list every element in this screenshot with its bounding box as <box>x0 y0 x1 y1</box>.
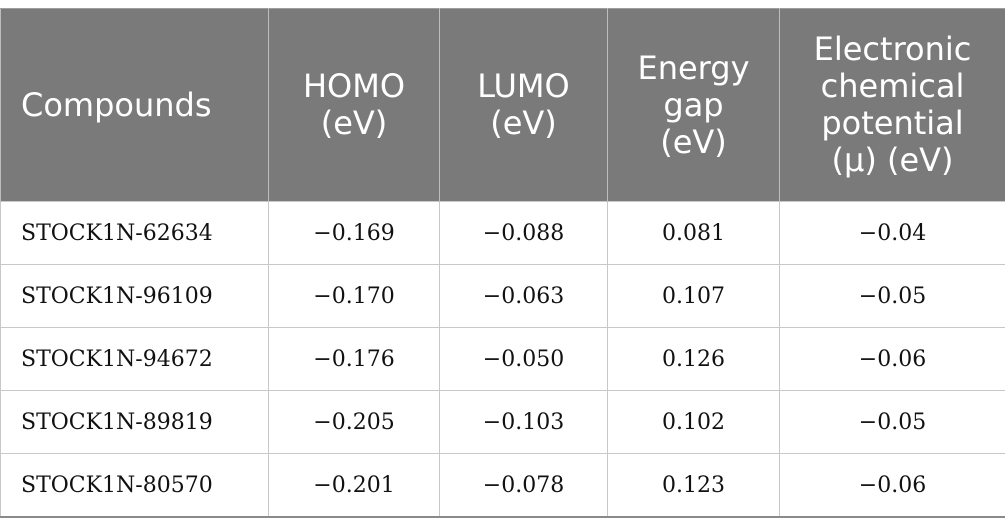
table-row: STOCK1N-89819 −0.205 −0.103 0.102 −0.05 <box>0 390 1005 454</box>
cell-chemical-potential: −0.06 <box>779 327 1005 391</box>
table-row: STOCK1N-94672 −0.176 −0.050 0.126 −0.06 <box>0 327 1005 391</box>
cell-lumo: −0.103 <box>439 390 608 454</box>
header-compounds: Compounds <box>0 8 269 202</box>
table-header: Compounds HOMO (eV) LUMO (eV) Energy gap… <box>0 8 1005 202</box>
header-energy-gap: Energy gap (eV) <box>607 8 780 202</box>
cell-energy-gap: 0.102 <box>607 390 780 454</box>
cell-homo: −0.169 <box>268 201 440 265</box>
cell-chemical-potential: −0.05 <box>779 264 1005 328</box>
cell-compound: STOCK1N-96109 <box>0 264 269 328</box>
cell-homo: −0.176 <box>268 327 440 391</box>
cell-lumo: −0.063 <box>439 264 608 328</box>
cell-homo: −0.205 <box>268 390 440 454</box>
cell-chemical-potential: −0.05 <box>779 390 1005 454</box>
cell-compound: STOCK1N-80570 <box>0 453 269 518</box>
cell-lumo: −0.050 <box>439 327 608 391</box>
cell-lumo: −0.078 <box>439 453 608 518</box>
header-homo: HOMO (eV) <box>268 8 440 202</box>
cell-chemical-potential: −0.04 <box>779 201 1005 265</box>
header-chemical-potential: Electronic chemical potential (μ) (eV) <box>779 8 1005 202</box>
cell-homo: −0.170 <box>268 264 440 328</box>
cell-energy-gap: 0.107 <box>607 264 780 328</box>
table-row: STOCK1N-80570 −0.201 −0.078 0.123 −0.06 <box>0 453 1005 518</box>
table-row: STOCK1N-96109 −0.170 −0.063 0.107 −0.05 <box>0 264 1005 328</box>
table-body: STOCK1N-62634 −0.169 −0.088 0.081 −0.04 … <box>0 201 1005 518</box>
cell-compound: STOCK1N-62634 <box>0 201 269 265</box>
header-lumo: LUMO (eV) <box>439 8 608 202</box>
header-row: Compounds HOMO (eV) LUMO (eV) Energy gap… <box>0 8 1005 202</box>
cell-chemical-potential: −0.06 <box>779 453 1005 518</box>
cell-homo: −0.201 <box>268 453 440 518</box>
table-row: STOCK1N-62634 −0.169 −0.088 0.081 −0.04 <box>0 201 1005 265</box>
data-table: Compounds HOMO (eV) LUMO (eV) Energy gap… <box>0 8 1005 518</box>
cell-compound: STOCK1N-89819 <box>0 390 269 454</box>
cell-energy-gap: 0.081 <box>607 201 780 265</box>
cell-compound: STOCK1N-94672 <box>0 327 269 391</box>
cell-lumo: −0.088 <box>439 201 608 265</box>
cell-energy-gap: 0.123 <box>607 453 780 518</box>
cell-energy-gap: 0.126 <box>607 327 780 391</box>
